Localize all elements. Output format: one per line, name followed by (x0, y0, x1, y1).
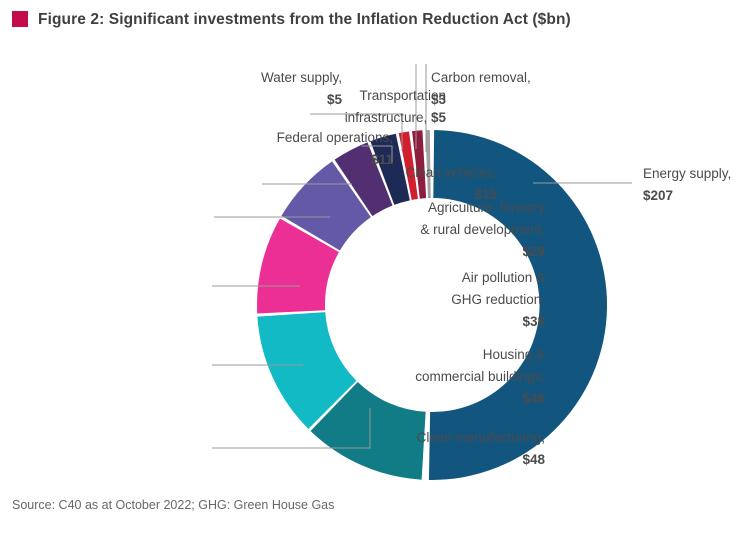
callout-federal-operations: Federal operations, $11 (277, 127, 393, 171)
slice-housing-commercial-buildings (257, 312, 357, 429)
leader-clean-manufacturing (212, 408, 371, 449)
slice-air-pollution-ghg-reduction (257, 218, 340, 314)
callout-housing-commercial-buildings: Housing & commercial buildings, $48 (415, 344, 545, 410)
callout-water-supply: Water supply, $5 (261, 67, 342, 111)
callout-line: Agriculture, forestry (427, 200, 545, 215)
callout-line: & rural development, (420, 222, 545, 237)
callout-air-pollution-ghg-reduction: Air pollution & GHG reduction, $38 (451, 267, 545, 333)
figure-title: Figure 2: Significant investments from t… (38, 11, 571, 28)
callout-carbon-removal: Carbon removal, $3 (431, 67, 531, 111)
callout-line: commercial buildings, (415, 369, 545, 384)
slice-energy-supply (428, 130, 608, 480)
callout-line: $207 (643, 188, 674, 203)
figure-bullet-marker (12, 11, 28, 27)
callout-line: $5 (326, 92, 342, 107)
callout-clean-vehicles: Clean vehicles, $15 (405, 162, 497, 206)
slice-clean-vehicles (334, 142, 393, 217)
callout-line: GHG reduction, (451, 292, 545, 307)
callout-line: $15 (474, 187, 497, 202)
callout-line: Clean manufacturing, (416, 430, 545, 445)
slice-carbon-removal (425, 130, 431, 199)
callout-line: $38 (522, 314, 545, 329)
callout-line: Housing & (482, 347, 545, 362)
callout-line: Energy supply, (643, 166, 732, 181)
figure-header: Figure 2: Significant investments from t… (12, 10, 571, 29)
slice-federal-operations (370, 133, 410, 205)
callout-line: $11 (371, 152, 393, 167)
callout-line: infrastructure, $5 (344, 110, 446, 125)
source-note: Source: C40 as at October 2022; GHG: Gre… (12, 498, 335, 512)
callout-line: $29 (522, 244, 545, 259)
callout-line: Transportation (359, 88, 446, 103)
callout-line: $48 (522, 391, 545, 406)
callout-transportation-infrastructure: Transportation infrastructure, $5 (345, 85, 446, 129)
callout-line: $3 (431, 92, 447, 107)
callout-line: Air pollution & (461, 270, 545, 285)
callout-line: Federal operations, (276, 130, 393, 145)
leader-transportation-infrastructure (310, 113, 403, 151)
callout-line: Clean vehicles, (405, 165, 497, 180)
callout-line: Water supply, (260, 70, 342, 85)
slice-agriculture-forestry-rural-development (281, 161, 371, 251)
callout-energy-supply: Energy supply, $207 (643, 163, 731, 207)
callout-agriculture-forestry-rural-development: Agriculture, forestry & rural development… (420, 197, 545, 263)
slice-clean-manufacturing (310, 382, 426, 480)
callout-line: $48 (522, 452, 545, 467)
callout-clean-manufacturing: Clean manufacturing, $48 (417, 427, 545, 471)
callout-line: Carbon removal, (431, 70, 531, 85)
leader-federal-operations (362, 145, 393, 164)
slice-transportation-infrastructure (398, 131, 418, 200)
